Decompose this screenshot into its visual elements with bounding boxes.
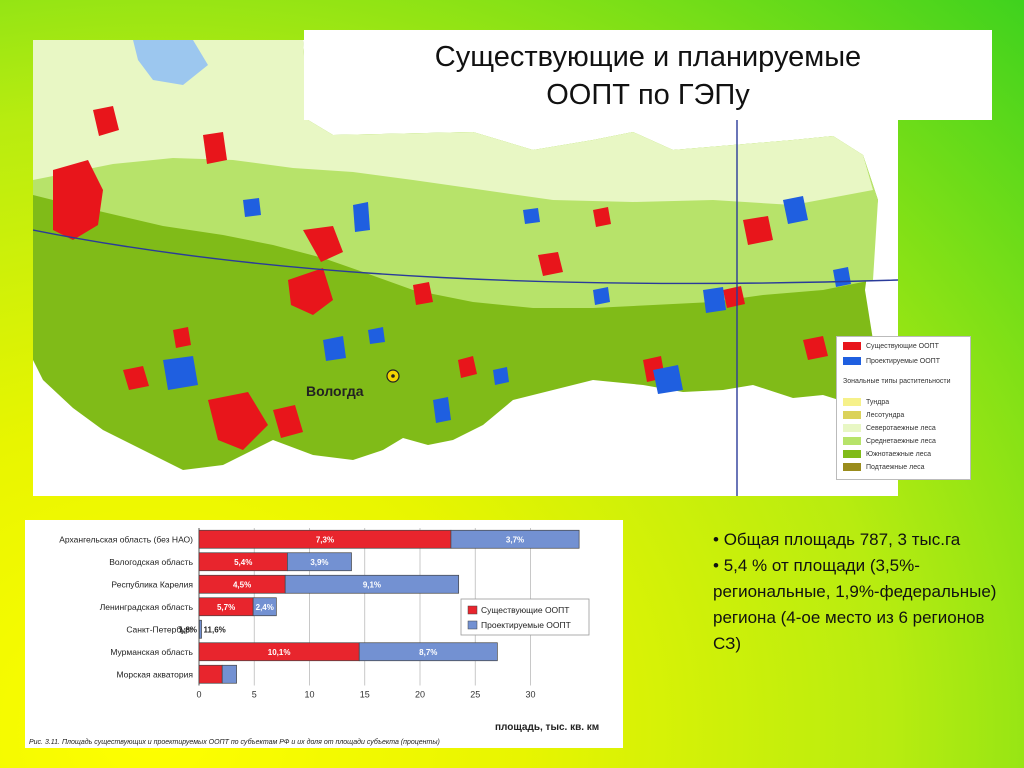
data-label: 10,1% [268, 648, 291, 657]
bullet-item: • 5,4 % от площади (3,5%-региональные, 1… [713, 556, 997, 653]
chart-legend-box [460, 598, 590, 636]
category-label: Республика Карелия [111, 579, 193, 589]
title-line-2: ООПТ по ГЭПу [546, 79, 750, 111]
x-tick-label: 15 [360, 690, 370, 700]
legend-zone: Лесотундра [843, 410, 904, 420]
legend-label: Проектируемые ООПТ [481, 620, 571, 630]
map-graphic [33, 40, 898, 496]
data-label: 1,8% [179, 625, 197, 634]
legend-swatch [467, 605, 478, 615]
chart-caption: Рис. 3.11. Площадь существующих и проект… [29, 738, 440, 746]
x-tick-label: 30 [525, 690, 535, 700]
data-label: 5,4% [234, 558, 252, 567]
legend-planned: Проектируемые ООПТ [843, 356, 940, 366]
bar-segment [450, 529, 580, 549]
data-label: 3,9% [310, 558, 328, 567]
x-tick-label: 10 [304, 690, 314, 700]
x-axis-label: площадь, тыс. кв. км [495, 722, 599, 733]
bar-segment [252, 597, 277, 617]
city-label: Вологда [306, 383, 364, 399]
legend-swatch [843, 342, 861, 350]
lake [133, 40, 208, 85]
legend-zonal-header: Зональные типы растительности [843, 378, 951, 385]
category-label: Морская акватория [117, 669, 194, 679]
north-taiga-zone [33, 40, 873, 205]
legend-label: Существующие ООПТ [481, 605, 569, 615]
bar-chart-panel: Архангельская область (без НАО) Вологодск… [25, 520, 623, 748]
legend-zone: Среднетаежные леса [843, 436, 936, 446]
x-tick-label: 20 [415, 690, 425, 700]
x-tick-label: 0 [196, 690, 201, 700]
legend-existing: Существующие ООПТ [843, 341, 939, 351]
title-line-1: Существующие и планируемые [434, 41, 862, 73]
data-label: 11,6% [204, 625, 226, 634]
data-label: 7,3% [316, 535, 334, 544]
latitude-line [33, 229, 898, 285]
legend-zone: Северотаежные леса [843, 423, 936, 433]
legend-zone: Тундра [843, 397, 889, 407]
category-label: Ленинградская область [100, 602, 194, 612]
bar-segment [198, 619, 202, 639]
summary-bullets: • Общая площадь 787, 3 тыс.га • 5,4 % от… [713, 527, 1013, 657]
bar-segment [284, 574, 460, 594]
data-label: 8,7% [419, 648, 437, 657]
data-label: 4,5% [233, 580, 251, 589]
category-label: Санкт-Петербург [126, 624, 193, 634]
data-label: 2,4% [256, 603, 274, 612]
legend-swatch [843, 357, 861, 365]
data-label: 5,7% [217, 603, 235, 612]
bar-segment [198, 664, 223, 684]
x-tick-label: 25 [470, 690, 480, 700]
data-label: 3,7% [506, 535, 524, 544]
bar-segment [221, 664, 237, 684]
data-label: 9,1% [363, 580, 381, 589]
legend-swatch [467, 620, 478, 630]
bullet-item: • Общая площадь 787, 3 тыс.га [713, 530, 961, 549]
bar-segment [287, 552, 352, 572]
bar-chart: Архангельская область (без НАО) Вологодск… [29, 528, 599, 746]
x-tick-label: 5 [252, 690, 257, 700]
slide-title: Существующие и планируемые ООПТ по ГЭПу [304, 30, 992, 120]
planned-protected-areas [163, 196, 851, 423]
bar-segment [358, 642, 498, 662]
existing-protected-areas [53, 106, 828, 450]
category-label: Вологодская область [109, 557, 193, 567]
legend-zone: Южнотаежные леса [843, 449, 931, 459]
legend-zone: Подтаежные леса [843, 462, 924, 472]
map-legend: Существующие ООПТ Проектируемые ООПТ Зон… [836, 336, 971, 480]
category-label: Мурманская область [110, 647, 193, 657]
category-label: Архангельская область (без НАО) [59, 534, 193, 544]
